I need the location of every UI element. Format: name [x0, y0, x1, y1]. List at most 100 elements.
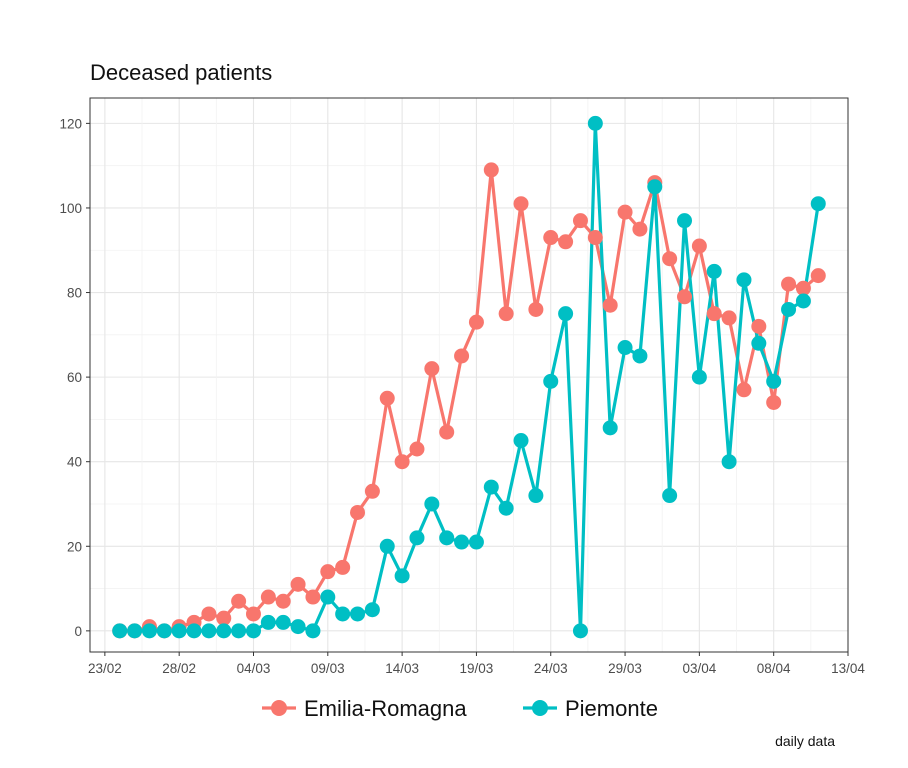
data-point-emilia-romagna	[439, 424, 455, 440]
y-tick-label: 40	[67, 455, 82, 470]
data-point-piemonte	[662, 488, 678, 504]
y-tick-label: 60	[67, 370, 82, 385]
x-tick-label: 28/02	[162, 661, 196, 676]
y-tick-label: 80	[67, 286, 82, 301]
x-tick-label: 23/02	[88, 661, 122, 676]
data-point-piemonte	[201, 623, 217, 639]
data-point-piemonte	[647, 179, 663, 195]
data-point-emilia-romagna	[602, 297, 618, 313]
data-point-piemonte	[468, 534, 484, 550]
data-point-emilia-romagna	[379, 390, 395, 406]
y-tick-label: 20	[67, 539, 82, 554]
x-tick-label: 19/03	[460, 661, 494, 676]
y-axis: 0 20 40 60 80 100 120	[59, 116, 90, 639]
data-point-emilia-romagna	[587, 230, 603, 246]
y-tick-label: 120	[59, 116, 82, 131]
data-point-emilia-romagna	[320, 564, 336, 580]
data-point-piemonte	[350, 606, 366, 622]
data-point-piemonte	[424, 496, 440, 512]
legend-item-emilia-romagna: Emilia-Romagna	[262, 696, 467, 721]
x-axis: 23/02 28/02 04/03 09/03 14/03 19/03 24/03 29/03…	[88, 652, 865, 676]
data-point-piemonte	[231, 623, 247, 639]
data-point-piemonte	[335, 606, 351, 622]
chart-caption: daily data	[775, 733, 835, 749]
data-point-piemonte	[320, 589, 336, 605]
data-point-piemonte	[112, 623, 128, 639]
x-tick-label: 29/03	[608, 661, 642, 676]
data-point-emilia-romagna	[231, 593, 247, 609]
data-point-emilia-romagna	[498, 306, 514, 322]
data-point-piemonte	[156, 623, 172, 639]
data-point-emilia-romagna	[275, 593, 291, 609]
data-point-piemonte	[617, 340, 633, 356]
data-point-piemonte	[795, 293, 811, 309]
data-point-emilia-romagna	[677, 289, 693, 305]
legend: Emilia-Romagna Piemonte	[262, 696, 658, 721]
data-point-emilia-romagna	[201, 606, 217, 622]
x-tick-label: 14/03	[385, 661, 419, 676]
data-point-emilia-romagna	[543, 230, 559, 246]
data-point-emilia-romagna	[691, 238, 707, 254]
data-point-emilia-romagna	[572, 213, 588, 229]
data-point-piemonte	[364, 602, 380, 618]
data-point-piemonte	[483, 479, 499, 495]
data-point-piemonte	[127, 623, 143, 639]
data-point-emilia-romagna	[781, 276, 797, 292]
data-point-piemonte	[260, 614, 276, 630]
data-point-piemonte	[766, 373, 782, 389]
chart-title: Deceased patients	[90, 60, 272, 85]
data-point-emilia-romagna	[350, 504, 366, 520]
data-point-piemonte	[379, 538, 395, 554]
data-point-piemonte	[602, 420, 618, 436]
data-point-emilia-romagna	[721, 310, 737, 326]
data-point-emilia-romagna	[528, 301, 544, 317]
data-point-emilia-romagna	[751, 318, 767, 334]
data-point-piemonte	[141, 623, 157, 639]
data-point-emilia-romagna	[513, 196, 529, 212]
data-point-piemonte	[290, 619, 306, 635]
data-point-piemonte	[498, 500, 514, 516]
data-point-emilia-romagna	[424, 361, 440, 377]
data-point-emilia-romagna	[364, 483, 380, 499]
series-points	[112, 115, 826, 639]
data-point-piemonte	[439, 530, 455, 546]
y-tick-label: 100	[59, 201, 82, 216]
data-point-emilia-romagna	[483, 162, 499, 178]
data-point-emilia-romagna	[290, 576, 306, 592]
x-tick-label: 09/03	[311, 661, 345, 676]
x-tick-label: 03/04	[682, 661, 716, 676]
x-tick-label: 08/04	[757, 661, 791, 676]
legend-key-point	[271, 700, 287, 716]
data-point-piemonte	[751, 335, 767, 351]
data-point-piemonte	[706, 263, 722, 279]
x-tick-label: 04/03	[237, 661, 271, 676]
data-point-emilia-romagna	[766, 394, 782, 410]
data-point-piemonte	[543, 373, 559, 389]
data-point-piemonte	[691, 369, 707, 385]
data-point-emilia-romagna	[216, 610, 232, 626]
data-point-emilia-romagna	[632, 221, 648, 237]
data-point-emilia-romagna	[409, 441, 425, 457]
data-point-piemonte	[394, 568, 410, 584]
data-point-piemonte	[171, 623, 187, 639]
data-point-emilia-romagna	[736, 382, 752, 398]
data-point-piemonte	[736, 272, 752, 288]
legend-item-piemonte: Piemonte	[523, 696, 658, 721]
data-point-piemonte	[216, 623, 232, 639]
data-point-emilia-romagna	[454, 348, 470, 364]
data-point-emilia-romagna	[795, 280, 811, 296]
data-point-emilia-romagna	[305, 589, 321, 605]
data-point-piemonte	[186, 623, 202, 639]
data-point-emilia-romagna	[394, 454, 410, 470]
data-point-emilia-romagna	[558, 234, 574, 250]
data-point-piemonte	[677, 213, 693, 229]
data-point-piemonte	[409, 530, 425, 546]
y-tick-label: 0	[74, 624, 82, 639]
data-point-piemonte	[781, 301, 797, 317]
plot-panel-border	[89, 97, 849, 653]
data-point-piemonte	[810, 196, 826, 212]
data-point-emilia-romagna	[662, 251, 678, 267]
data-point-piemonte	[721, 454, 737, 470]
data-point-piemonte	[454, 534, 470, 550]
